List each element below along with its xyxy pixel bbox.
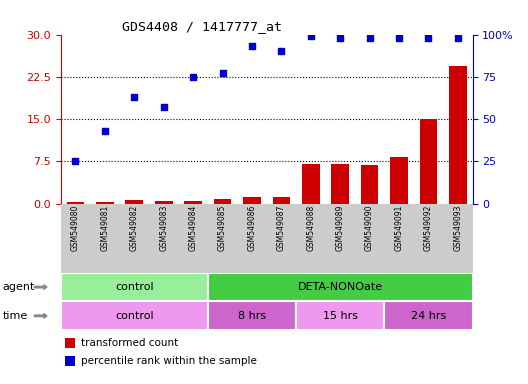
Bar	[155, 201, 173, 204]
Bar	[208, 273, 473, 301]
Bar	[214, 199, 231, 204]
Text: GSM549083: GSM549083	[159, 205, 168, 251]
Text: 24 hrs: 24 hrs	[411, 311, 446, 321]
Text: control: control	[115, 282, 154, 292]
Text: agent: agent	[3, 282, 35, 292]
Text: GSM549089: GSM549089	[336, 205, 345, 251]
Bar	[61, 273, 208, 301]
Text: GSM549087: GSM549087	[277, 205, 286, 251]
Point	[365, 35, 374, 41]
Text: DETA-NONOate: DETA-NONOate	[298, 282, 383, 292]
Bar	[272, 197, 290, 204]
Text: control: control	[115, 311, 154, 321]
Bar	[384, 301, 473, 330]
Bar	[296, 301, 384, 330]
Bar	[302, 164, 319, 204]
Bar	[420, 119, 437, 204]
Text: GDS4408 / 1417777_at: GDS4408 / 1417777_at	[122, 20, 282, 33]
Point	[218, 70, 227, 76]
Bar	[65, 338, 75, 348]
Text: GSM549091: GSM549091	[394, 205, 403, 251]
Bar	[65, 356, 75, 366]
Bar	[61, 301, 208, 330]
Point	[454, 35, 462, 41]
Text: 15 hrs: 15 hrs	[323, 311, 357, 321]
Text: GSM549092: GSM549092	[424, 205, 433, 251]
Text: GSM549085: GSM549085	[218, 205, 227, 251]
Text: GSM549093: GSM549093	[454, 205, 463, 252]
Text: GSM549084: GSM549084	[188, 205, 197, 251]
Bar	[67, 202, 84, 204]
Bar	[184, 201, 202, 204]
Text: GSM549081: GSM549081	[100, 205, 109, 251]
Text: GSM549086: GSM549086	[248, 205, 257, 251]
Bar	[126, 200, 143, 204]
Bar	[390, 157, 408, 204]
Point	[71, 158, 80, 164]
Text: GSM549088: GSM549088	[306, 205, 315, 251]
Point	[159, 104, 168, 110]
Bar	[361, 165, 379, 204]
Bar	[332, 164, 349, 204]
Point	[248, 43, 256, 50]
Point	[424, 35, 432, 41]
Text: transformed count: transformed count	[81, 338, 178, 348]
Text: GSM549082: GSM549082	[130, 205, 139, 251]
Text: time: time	[3, 311, 28, 321]
Bar	[96, 202, 114, 204]
Point	[101, 128, 109, 134]
Bar	[208, 301, 296, 330]
Point	[395, 35, 403, 41]
Bar	[243, 197, 261, 204]
Bar	[449, 66, 467, 204]
Point	[336, 35, 344, 41]
Point	[130, 94, 138, 100]
Text: GSM549090: GSM549090	[365, 205, 374, 252]
Text: 8 hrs: 8 hrs	[238, 311, 266, 321]
Point	[307, 33, 315, 39]
Point	[277, 48, 286, 55]
Point	[189, 74, 197, 80]
Text: GSM549080: GSM549080	[71, 205, 80, 251]
Text: percentile rank within the sample: percentile rank within the sample	[81, 356, 257, 366]
